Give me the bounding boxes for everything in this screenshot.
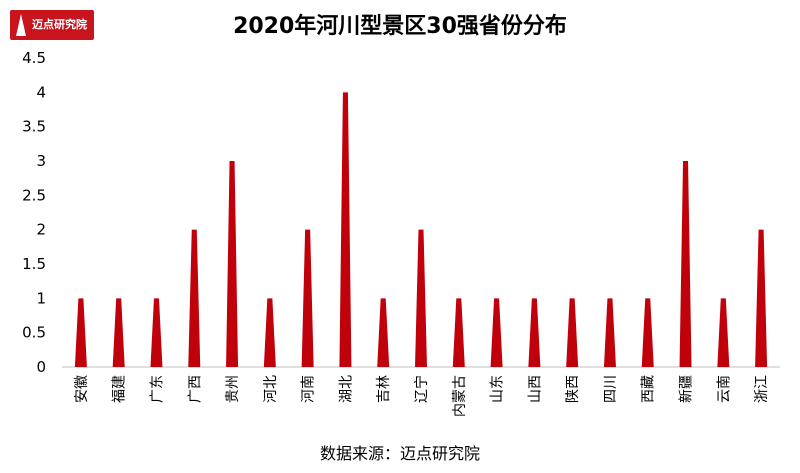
x-tick-label: 吉林	[376, 375, 392, 403]
bar-河北	[263, 298, 276, 367]
bar-贵州	[226, 161, 239, 367]
y-tick-label: 0.5	[22, 324, 46, 342]
x-tick-label: 河北	[263, 375, 279, 403]
x-tick-label: 内蒙古	[452, 375, 468, 417]
y-tick-label: 3.5	[22, 118, 46, 136]
x-tick-label: 西藏	[641, 375, 657, 403]
x-tick-label: 山东	[490, 375, 506, 403]
chart-title: 2020年河川型景区30强省份分布	[233, 14, 567, 39]
x-tick-label: 贵州	[225, 375, 241, 403]
logo-text: 迈点研究院	[32, 18, 87, 31]
bar-陕西	[566, 298, 579, 367]
y-tick-label: 4	[36, 83, 46, 101]
bar-广西	[188, 229, 201, 367]
x-tick-label: 福建	[112, 375, 128, 403]
bar-新疆	[679, 161, 692, 367]
x-tick-label: 山西	[527, 375, 543, 403]
x-tick-label: 新疆	[679, 375, 695, 403]
x-tick-label: 辽宁	[413, 375, 430, 403]
bar-四川	[603, 298, 616, 367]
x-tick-label: 湖北	[338, 375, 354, 403]
bar-浙江	[755, 229, 768, 367]
bar-内蒙古	[452, 298, 465, 367]
bar-山东	[490, 298, 503, 367]
x-tick-label: 陕西	[565, 375, 581, 403]
bar-安徽	[74, 298, 87, 367]
x-tick-label: 云南	[716, 375, 732, 403]
y-tick-label: 3	[36, 152, 46, 170]
y-tick-label: 0	[36, 358, 46, 376]
x-tick-label: 广西	[187, 375, 203, 403]
y-tick-label: 2.5	[22, 186, 46, 204]
x-tick-label: 广东	[149, 375, 165, 403]
bar-西藏	[641, 298, 654, 367]
bar-山西	[528, 298, 541, 367]
bar-云南	[717, 298, 730, 367]
x-tick-label: 四川	[603, 375, 619, 403]
x-tick-label: 安徽	[74, 375, 90, 403]
data-source-note: 数据来源：迈点研究院	[319, 444, 480, 463]
bar-河南	[301, 229, 314, 367]
y-tick-label: 4.5	[22, 49, 46, 67]
bar-辽宁	[415, 229, 427, 367]
y-tick-label: 2	[36, 221, 46, 239]
bar-广东	[150, 298, 163, 367]
logo: 迈点研究院	[10, 10, 100, 50]
x-tick-label: 河南	[301, 375, 317, 403]
y-tick-label: 1	[36, 289, 46, 307]
bar-福建	[112, 298, 125, 367]
lighthouse-logo-icon	[10, 10, 94, 40]
y-tick-label: 1.5	[22, 255, 46, 273]
bar-湖北	[339, 92, 352, 367]
bar-吉林	[377, 298, 390, 367]
x-tick-label: 浙江	[754, 375, 770, 403]
